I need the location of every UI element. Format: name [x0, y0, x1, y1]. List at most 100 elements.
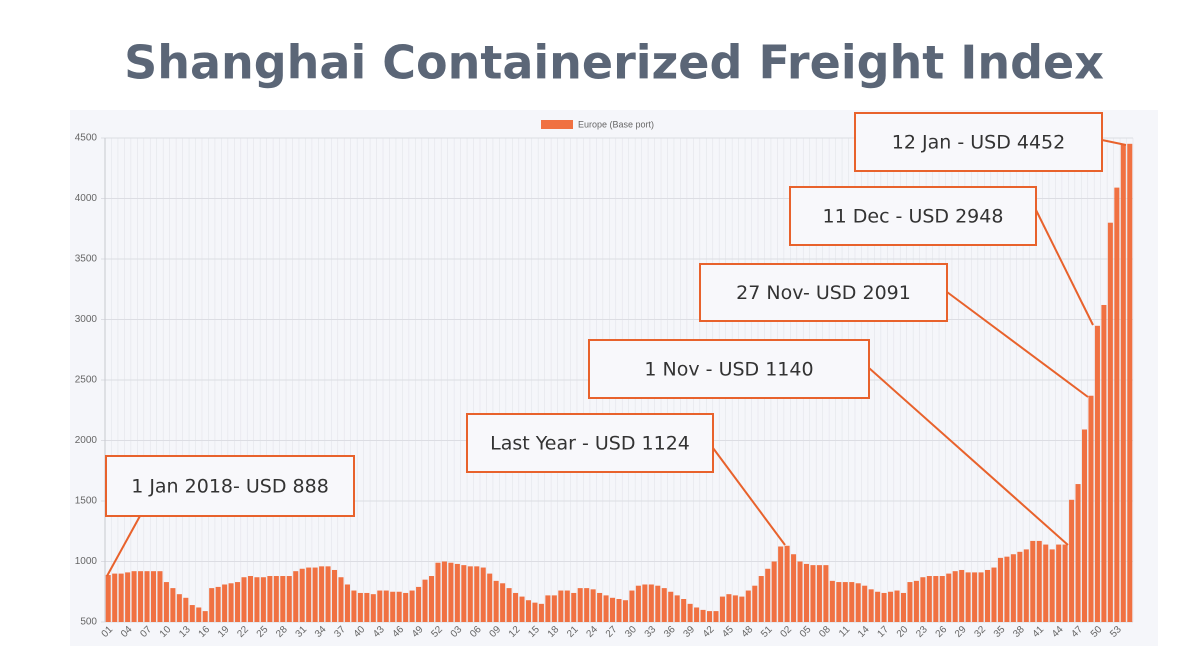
y-tick-label: 500: [80, 617, 97, 628]
bar: [635, 585, 641, 622]
annotation-box: [699, 263, 948, 322]
bar: [138, 571, 144, 622]
bar: [687, 603, 693, 622]
bar: [519, 596, 525, 622]
bar: [1010, 554, 1016, 622]
bar: [235, 582, 241, 622]
chart-title: Shanghai Containerized Freight Index: [124, 36, 1104, 90]
bar: [842, 582, 848, 622]
bar: [403, 592, 409, 622]
bar: [829, 580, 835, 622]
bar: [409, 590, 415, 622]
bar: [791, 554, 797, 622]
bar: [1101, 304, 1107, 622]
y-tick-label: 4500: [75, 133, 98, 144]
bar: [797, 561, 803, 622]
bar: [500, 583, 506, 622]
bar: [383, 590, 389, 622]
bar: [849, 582, 855, 622]
bar: [1062, 544, 1068, 622]
bar: [965, 572, 971, 622]
bar: [803, 563, 810, 622]
bar: [1114, 187, 1120, 623]
bar: [765, 568, 771, 622]
bar: [163, 582, 169, 622]
bar: [170, 588, 176, 622]
bar: [558, 590, 564, 622]
bar: [105, 575, 111, 622]
y-tick-label: 4000: [75, 193, 98, 204]
annotation-label: 1 Nov - USD 1140: [644, 359, 813, 381]
bar: [474, 566, 480, 622]
bar: [1107, 222, 1113, 622]
bar: [888, 591, 894, 622]
bar: [209, 588, 215, 622]
bar: [816, 565, 822, 622]
bar: [610, 597, 616, 622]
y-tick-label: 1000: [75, 556, 98, 567]
bar: [1056, 544, 1062, 622]
bar: [260, 577, 266, 622]
bar: [150, 571, 157, 622]
bar: [706, 611, 713, 622]
bar: [112, 573, 118, 622]
bar: [332, 569, 338, 622]
annotation-box: [466, 413, 714, 473]
bar: [900, 592, 906, 622]
annotation-arrow: [712, 447, 786, 546]
bar: [719, 596, 725, 622]
bar: [564, 590, 570, 622]
bar: [525, 600, 532, 622]
bar: [1075, 484, 1081, 622]
bar: [364, 592, 370, 622]
bar: [810, 565, 816, 622]
bar: [655, 585, 661, 622]
bar: [131, 571, 137, 622]
bar: [694, 607, 700, 622]
bar: [1081, 429, 1088, 622]
bar: [176, 594, 182, 622]
bar: [480, 567, 486, 622]
bar: [448, 562, 454, 622]
bar: [642, 584, 648, 622]
bar: [377, 590, 383, 622]
bar: [222, 584, 228, 622]
bar: [681, 599, 687, 622]
bar: [357, 592, 363, 622]
bar: [1094, 325, 1100, 622]
bar: [441, 561, 447, 622]
annotation-label: 12 Jan - USD 4452: [892, 132, 1065, 154]
bar: [286, 576, 292, 622]
bar: [648, 584, 654, 622]
bar: [144, 571, 150, 622]
bar: [946, 573, 952, 622]
bar: [344, 584, 350, 622]
bar: [920, 577, 926, 622]
bar: [118, 573, 124, 622]
annotation-arrow: [868, 367, 1069, 546]
bar: [1023, 549, 1029, 622]
bar: [700, 609, 706, 622]
bar: [784, 545, 790, 622]
bar: [416, 586, 422, 622]
y-tick-label: 2500: [75, 375, 98, 386]
annotation-box: [105, 455, 355, 517]
annotation-label: 27 Nov- USD 2091: [736, 282, 911, 304]
bar: [1017, 551, 1023, 622]
bar: [461, 565, 467, 622]
bar: [571, 592, 577, 622]
bar: [532, 602, 538, 622]
bar: [351, 590, 357, 622]
bar: [726, 594, 732, 622]
bar: [991, 567, 997, 622]
bar: [1127, 143, 1133, 623]
bar: [745, 590, 751, 622]
legend-swatch: [541, 120, 573, 129]
bar: [972, 572, 978, 622]
bar: [228, 583, 234, 622]
bar: [493, 580, 499, 622]
bar: [894, 590, 900, 622]
bar: [926, 576, 932, 622]
bar: [241, 577, 247, 622]
bar: [622, 600, 628, 622]
